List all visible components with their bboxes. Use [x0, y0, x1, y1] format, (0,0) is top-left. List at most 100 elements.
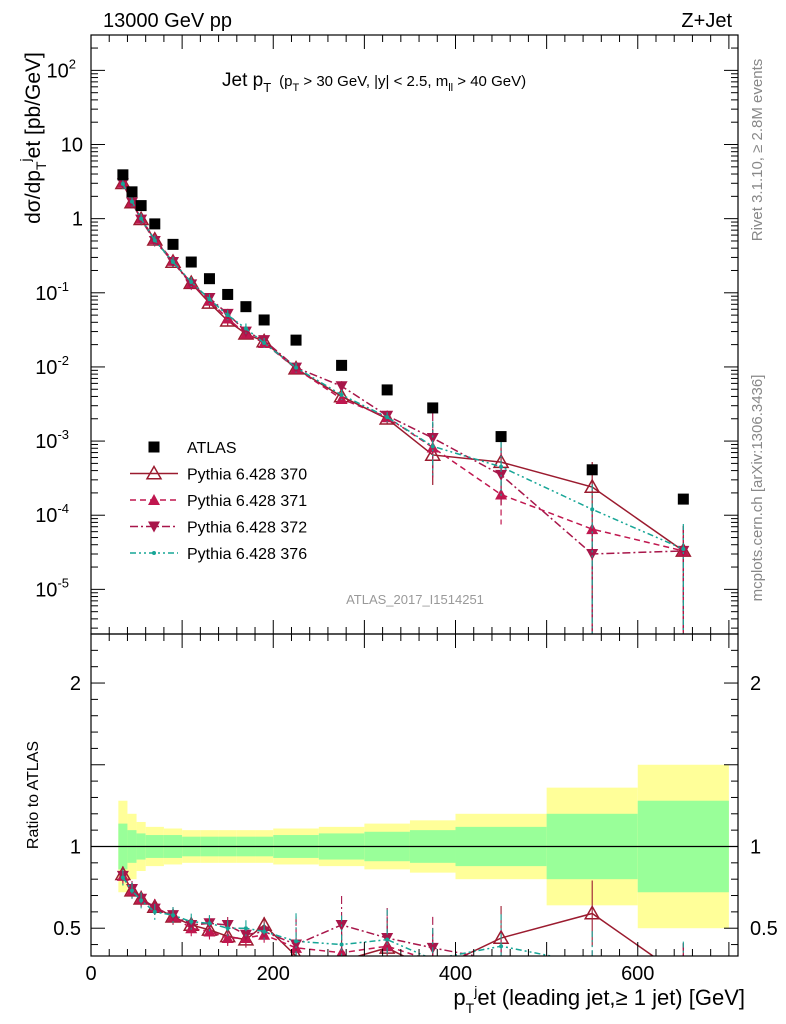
x-tick-label: 200	[257, 963, 290, 985]
main-panel-series	[114, 169, 692, 634]
ratio-marker-py372	[290, 939, 303, 951]
rivet-label: Rivet 3.1.10, ≥ 2.8M events	[749, 59, 766, 242]
marker-py376	[120, 181, 125, 186]
x-tick-label: 600	[621, 963, 654, 985]
marker-py376	[139, 216, 144, 221]
marker-py372	[586, 548, 599, 560]
ratio-marker-py376	[130, 888, 135, 893]
ratio-y-tick-label-right: 1	[750, 836, 761, 858]
atlas-point	[677, 493, 689, 505]
y-tick-label: 10-2	[35, 353, 69, 379]
ratio-y-tick-label: 0.5	[53, 918, 81, 940]
ratio-marker-py370	[583, 904, 601, 920]
ratio-marker-py376	[590, 962, 594, 966]
marker-py371	[586, 523, 599, 535]
legend-marker	[152, 551, 156, 555]
ratio-marker-py370	[291, 947, 301, 956]
ratio-marker-py372	[677, 972, 689, 983]
mcplots-label: mcplots.cern.ch [arXiv:1306.3436]	[749, 375, 766, 602]
atlas-point	[126, 186, 138, 198]
y-tick-label: 1	[72, 209, 83, 231]
marker-py376	[499, 464, 504, 469]
x-tick-label: 400	[439, 963, 472, 985]
axes-ticks: 10-5 10-4 10-3 10-2 10-1 1 10 102 0 200 400 600 0.5 0…	[35, 34, 778, 985]
ratio-marker-py371	[495, 975, 507, 986]
marker-py376	[225, 313, 230, 318]
x-axis-label: pTjet (leading jet,≥ 1 jet) [GeV]	[453, 983, 745, 1016]
energy-label: 13000 GeV pp	[103, 10, 232, 32]
legend-marker	[148, 441, 160, 453]
x-tick-label: 0	[85, 963, 96, 985]
ratio-marker-py376	[171, 913, 176, 918]
marker-py372	[239, 326, 252, 338]
marker-py376	[171, 260, 176, 265]
marker-py376	[152, 238, 157, 243]
marker-py376	[339, 392, 344, 397]
marker-py376	[130, 199, 135, 204]
process-label: Z+Jet	[681, 10, 732, 32]
marker-py372	[677, 545, 690, 557]
marker-py372	[185, 279, 198, 291]
ratio-panel-frame	[90, 633, 739, 957]
atlas-point	[336, 359, 348, 371]
legend: ATLAS Pythia 6.428 370 Pythia 6.428 371 Pyt…	[130, 440, 307, 563]
atlas-point	[240, 301, 252, 313]
main-panel-frame	[90, 34, 739, 635]
legend-label: Pythia 6.428 372	[187, 520, 307, 537]
ratio-y-tick-label: 2	[70, 673, 81, 695]
y-tick-label: 10-1	[35, 279, 69, 305]
analysis-watermark: ATLAS_2017_I1514251	[346, 592, 484, 607]
y-tick-label: 102	[47, 56, 76, 82]
legend-label: ATLAS	[187, 440, 237, 457]
ratio-marker-py376	[225, 926, 230, 931]
marker-py376	[243, 326, 248, 331]
marker-py376	[681, 547, 686, 552]
marker-py376	[294, 365, 299, 370]
marker-py376	[262, 341, 267, 346]
ratio-axis-label: Ratio to ATLAS	[25, 741, 42, 849]
marker-py372	[426, 433, 439, 445]
ratio-y-tick-label-right: 2	[750, 673, 761, 695]
ratio-marker-py371	[677, 971, 689, 982]
atlas-point	[290, 334, 302, 346]
marker-py376	[385, 415, 390, 420]
chart-title: Jet pT (pT > 30 GeV, |y| < 2.5, mll > 40 …	[222, 70, 526, 95]
ratio-marker-py376	[262, 929, 267, 934]
atlas-point	[381, 384, 393, 396]
atlas-point	[167, 238, 179, 250]
legend-label: Pythia 6.428 376	[187, 546, 307, 563]
y-tick-label: 10-3	[35, 427, 69, 453]
ratio-marker-py372	[185, 919, 198, 931]
marker-py376	[430, 444, 435, 449]
marker-py370	[287, 360, 305, 375]
marker-py376	[590, 507, 595, 512]
marker-py370	[583, 478, 601, 494]
ratio-marker-py370	[676, 970, 690, 982]
atlas-point	[427, 402, 439, 414]
ratio-y-tick-label: 1	[70, 836, 81, 858]
ratio-marker-py376	[431, 957, 435, 961]
ratio-y-tick-label-right: 0.5	[750, 918, 778, 940]
ratio-marker-py376	[207, 921, 212, 926]
series-line-py371	[122, 182, 684, 552]
marker-py371	[335, 392, 348, 404]
y-tick-label: 10-4	[35, 501, 69, 527]
ratio-marker-py376	[152, 909, 157, 914]
atlas-point	[495, 431, 507, 443]
ratio-marker-py376	[243, 926, 248, 931]
atlas-point	[185, 256, 197, 268]
ratio-marker-py376	[499, 944, 504, 949]
atlas-point	[149, 218, 161, 230]
ratio-marker-py371	[221, 932, 234, 944]
ratio-marker-py376	[294, 939, 299, 944]
legend-label: Pythia 6.428 371	[187, 493, 307, 510]
atlas-point	[117, 169, 129, 181]
atlas-point	[203, 273, 215, 285]
atlas-point	[258, 314, 270, 326]
y-tick-label: 10-5	[35, 575, 69, 601]
legend-marker	[148, 521, 160, 533]
marker-py376	[207, 297, 212, 302]
legend-marker	[145, 464, 163, 480]
atlas-point	[135, 200, 147, 212]
ratio-marker-py370	[426, 964, 440, 976]
